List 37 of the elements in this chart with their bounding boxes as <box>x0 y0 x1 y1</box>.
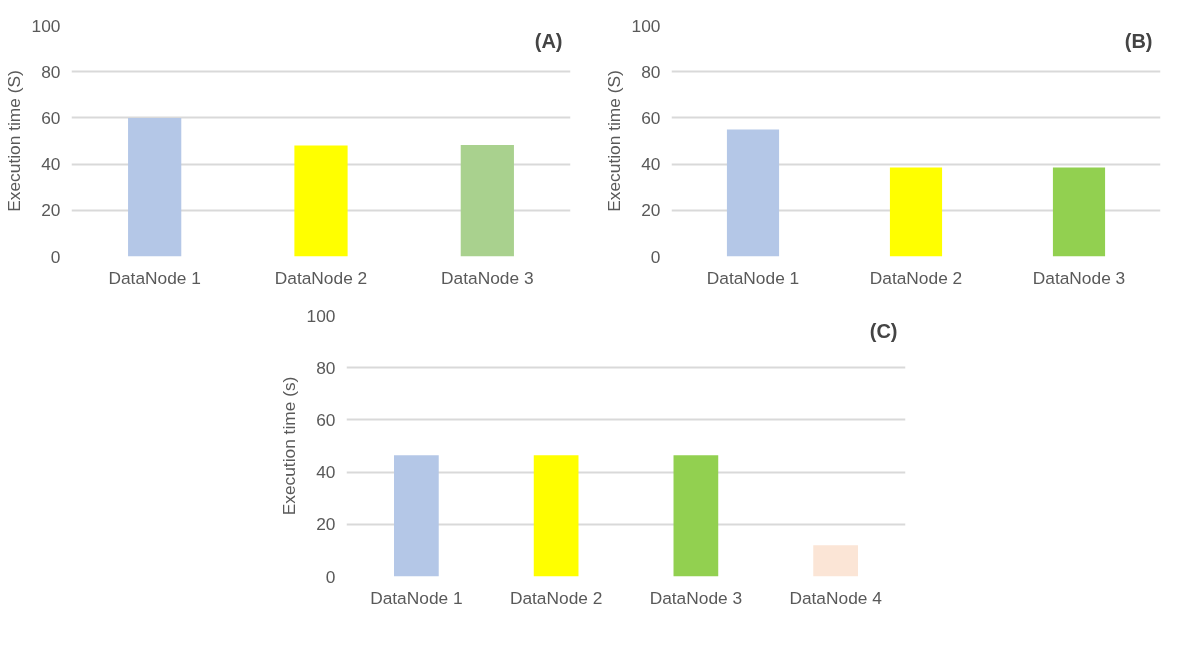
x-tick-label: DataNode 2 <box>869 267 963 288</box>
x-tick-label: DataNode 4 <box>789 587 883 608</box>
x-tick-label: DataNode 2 <box>509 587 603 608</box>
y-axis-title: Execution time (S) <box>603 70 624 212</box>
x-tick-label: DataNode 3 <box>649 587 743 608</box>
y-tick-label: 80 <box>316 357 336 378</box>
y-tick-label: 100 <box>631 15 661 36</box>
y-tick-label: 0 <box>50 246 61 267</box>
x-tick-label: DataNode 3 <box>1032 267 1126 288</box>
bar <box>294 145 348 257</box>
y-axis-title: Execution time (s) <box>278 376 299 516</box>
y-tick-label: 20 <box>41 200 61 221</box>
y-tick-label: 0 <box>325 566 336 587</box>
chart-title: (B) <box>1124 29 1153 52</box>
y-tick-label: 80 <box>641 61 661 82</box>
y-tick-label: 100 <box>31 15 61 36</box>
y-tick-label: 80 <box>41 61 61 82</box>
x-tick-label: DataNode 1 <box>706 267 800 288</box>
y-tick-label: 60 <box>316 409 336 430</box>
y-tick-label: 40 <box>41 154 61 175</box>
y-tick-label: 0 <box>650 246 661 267</box>
y-tick-label: 100 <box>306 305 336 326</box>
bar <box>128 117 182 257</box>
y-tick-label: 20 <box>641 200 661 221</box>
x-tick-label: DataNode 3 <box>441 267 534 288</box>
y-tick-label: 60 <box>641 107 661 128</box>
y-tick-label: 60 <box>41 107 61 128</box>
x-tick-label: DataNode 1 <box>370 587 463 608</box>
bar <box>460 144 514 257</box>
x-tick-label: DataNode 2 <box>274 267 368 288</box>
y-tick-label: 40 <box>316 462 336 483</box>
y-axis-title: Execution time (S) <box>3 70 24 212</box>
chart-title: (C) <box>869 319 898 342</box>
y-tick-label: 20 <box>316 514 336 535</box>
y-tick-label: 40 <box>641 154 661 175</box>
chart-title: (A) <box>534 29 563 52</box>
x-tick-label: DataNode 1 <box>108 267 201 288</box>
